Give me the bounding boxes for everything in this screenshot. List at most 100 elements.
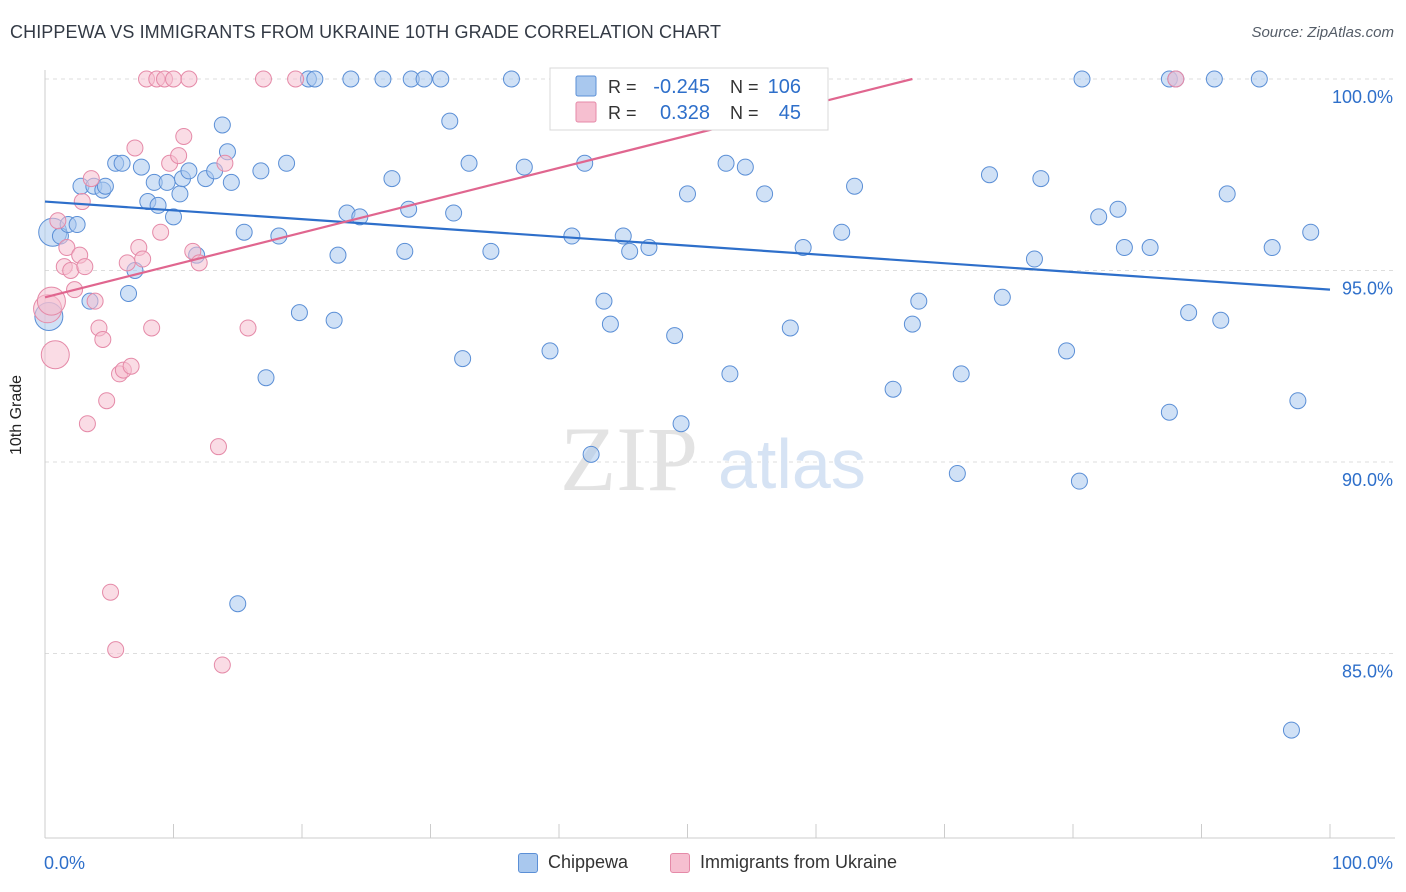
legend-swatch xyxy=(575,75,597,97)
legend-item-ukraine: Immigrants from Ukraine xyxy=(670,852,897,873)
chippewa-point xyxy=(679,185,696,203)
ukraine-point xyxy=(36,286,66,316)
legend-box: R = -0.245 N = 106 R = 0.328 N = 45 xyxy=(549,67,829,131)
ukraine-points xyxy=(33,70,1185,674)
legend-swatch xyxy=(575,101,597,123)
y-tick-label: 100.0% xyxy=(1332,87,1393,107)
chippewa-point xyxy=(980,166,998,184)
ukraine-point xyxy=(143,319,161,337)
x-tick-label: 0.0% xyxy=(44,853,85,873)
bottom-legend: Chippewa Immigrants from Ukraine xyxy=(0,852,1406,878)
chippewa-point xyxy=(374,70,392,88)
chippewa-point xyxy=(582,445,600,463)
ukraine-point xyxy=(76,258,94,276)
ukraine-point xyxy=(86,292,104,310)
chippewa-point xyxy=(120,284,138,302)
ukraine-point xyxy=(216,154,234,172)
watermark-atlas: atlas xyxy=(718,425,866,503)
ukraine-point xyxy=(78,415,96,433)
chippewa-point xyxy=(68,216,86,234)
chippewa-point xyxy=(1025,250,1043,268)
chippewa-point xyxy=(290,304,308,322)
legend-n-label: N = xyxy=(730,103,759,123)
chippewa-point xyxy=(132,158,150,176)
chippewa-point xyxy=(541,342,559,360)
chippewa-point xyxy=(432,70,450,88)
chippewa-point xyxy=(1180,304,1198,322)
chippewa-point xyxy=(165,208,182,226)
chippewa-point xyxy=(721,365,739,383)
chippewa-point xyxy=(180,162,198,180)
ukraine-point xyxy=(209,438,227,456)
ukraine-point xyxy=(126,139,144,157)
ukraine-swatch xyxy=(670,852,690,873)
chippewa-point xyxy=(383,170,401,188)
y-tick-label: 95.0% xyxy=(1342,279,1393,299)
chippewa-point xyxy=(306,70,324,88)
ukraine-point xyxy=(254,70,272,88)
chippewa-point xyxy=(454,350,472,368)
ukraine-point xyxy=(98,392,116,410)
ukraine-point xyxy=(82,170,100,188)
y-tick-label: 90.0% xyxy=(1342,470,1393,490)
chippewa-point xyxy=(213,116,231,134)
chippewa-point xyxy=(781,319,799,337)
chippewa-point xyxy=(1302,223,1320,241)
ukraine-point xyxy=(49,212,67,230)
chippewa-point xyxy=(1250,70,1268,88)
chippewa-point xyxy=(1205,70,1223,88)
chippewa-point xyxy=(672,415,690,433)
ukraine-point xyxy=(165,70,182,88)
chippewa-point xyxy=(1212,311,1230,329)
ukraine-point xyxy=(94,330,112,348)
chippewa-point xyxy=(482,242,500,260)
chippewa-point xyxy=(1032,170,1050,188)
chippewa-point xyxy=(235,223,253,241)
chippewa-point xyxy=(441,112,459,130)
ukraine-point xyxy=(287,70,305,88)
ukraine-point xyxy=(40,340,70,370)
chippewa-point xyxy=(415,70,433,88)
chippewa-point xyxy=(460,154,478,172)
chippewa-point xyxy=(502,70,520,88)
chippewa-point xyxy=(96,177,114,195)
legend-r-value: -0.245 xyxy=(653,76,710,98)
legend-r-value: 0.328 xyxy=(660,102,710,124)
legend-r-label: R = xyxy=(608,103,637,123)
chippewa-point xyxy=(222,173,240,191)
chart-title: CHIPPEWA VS IMMIGRANTS FROM UKRAINE 10TH… xyxy=(10,22,722,42)
chippewa-point xyxy=(171,185,189,203)
x-tick-label: 100.0% xyxy=(1332,853,1393,873)
legend-n-value: 45 xyxy=(779,102,801,124)
chippewa-point xyxy=(910,292,928,310)
chippewa-point xyxy=(1115,239,1133,257)
tick-labels: 100.0% 95.0% 90.0% 85.0% 0.0% 100.0% xyxy=(44,87,1393,873)
chippewa-point xyxy=(621,242,639,260)
ukraine-point xyxy=(62,262,80,279)
chippewa-point xyxy=(833,223,851,241)
chippewa-point xyxy=(1282,721,1300,739)
ukraine-point xyxy=(180,70,198,88)
legend-n-label: N = xyxy=(730,77,759,97)
chippewa-point xyxy=(1289,392,1307,410)
chippewa-points xyxy=(34,70,1320,739)
chippewa-point xyxy=(278,154,296,172)
ukraine-point xyxy=(175,127,193,145)
chippewa-point xyxy=(1070,472,1088,490)
chippewa-point xyxy=(1141,239,1159,257)
ukraine-point xyxy=(58,239,76,257)
chippewa-point xyxy=(149,196,167,214)
chippewa-point xyxy=(257,369,275,387)
chippewa-point xyxy=(1218,185,1236,203)
chippewa-point xyxy=(445,204,463,222)
chippewa-point xyxy=(1160,403,1178,421)
ukraine-point xyxy=(134,250,152,268)
chippewa-point xyxy=(1263,239,1281,257)
chippewa-point xyxy=(884,380,902,398)
ukraine-point xyxy=(73,193,91,211)
chippewa-point xyxy=(229,595,247,613)
chippewa-point xyxy=(666,327,684,345)
chippewa-point xyxy=(903,315,921,333)
chippewa-point xyxy=(158,173,176,191)
